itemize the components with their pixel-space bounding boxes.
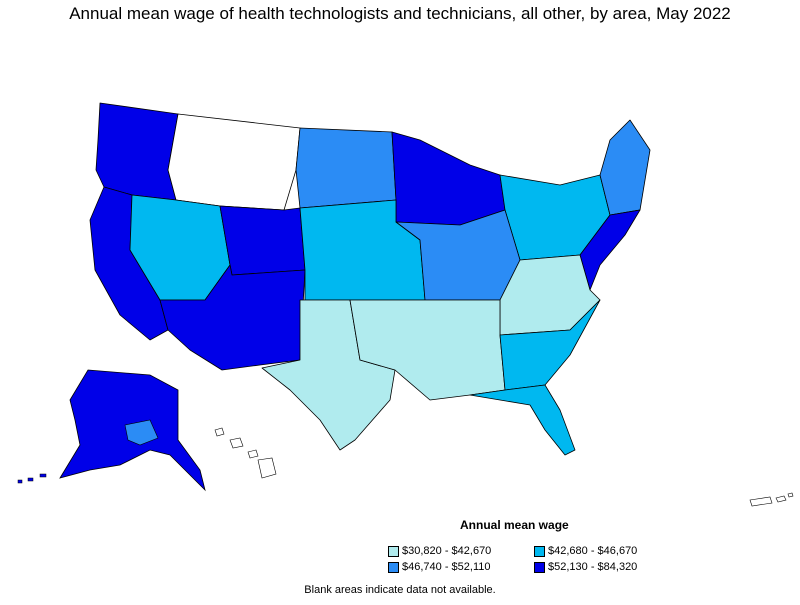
legend-label-3: $46,740 - $52,110 (402, 561, 491, 573)
legend-title: Annual mean wage (460, 518, 569, 532)
region-new-england (599, 119, 651, 216)
legend-swatch-2 (534, 546, 545, 557)
legend-label-4: $52,130 - $84,320 (548, 561, 638, 573)
region-upper-midwest (391, 131, 506, 226)
aleutian-islands (17, 473, 47, 484)
legend-item-2: $42,680 - $46,670 (534, 545, 637, 558)
legend-label-2: $42,680 - $46,670 (548, 545, 638, 557)
region-alaska-southeast (124, 419, 159, 446)
region-hawaii (214, 427, 277, 479)
legend-swatch-1 (388, 546, 399, 557)
legend-label-1: $30,820 - $42,670 (402, 545, 492, 557)
map-title: Annual mean wage of health technologists… (69, 4, 731, 23)
legend-swatch-4 (534, 562, 545, 573)
legend-item-4: $52,130 - $84,320 (534, 561, 637, 574)
legend-item-3: $46,740 - $52,110 (388, 561, 490, 574)
legend-item-1: $30,820 - $42,670 (388, 545, 491, 558)
map-legend: Annual mean wage $30,820 - $42,670 $42,6… (384, 518, 684, 580)
region-northern-rockies (167, 113, 301, 211)
region-pacific-northwest (95, 102, 179, 201)
legend-swatch-3 (388, 562, 399, 573)
data-availability-note: Blank areas indicate data not available. (304, 584, 496, 596)
region-puerto-rico (749, 492, 794, 507)
region-northern-plains (295, 127, 397, 209)
region-florida (469, 384, 576, 456)
region-central-rockies (219, 205, 306, 276)
